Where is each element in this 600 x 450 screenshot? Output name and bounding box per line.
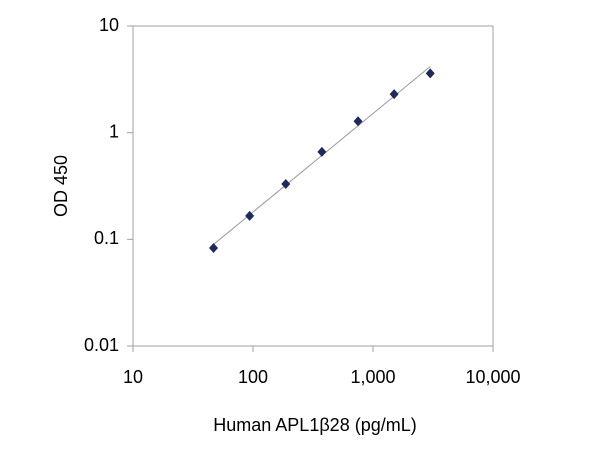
x-tick-label: 10	[123, 367, 143, 387]
x-tick-label: 100	[238, 367, 268, 387]
y-tick-label: 0.1	[94, 228, 119, 248]
point	[425, 68, 435, 79]
y-axis-label: OD 450	[51, 155, 71, 217]
point	[317, 146, 327, 157]
point	[281, 179, 291, 190]
point	[245, 210, 255, 221]
point	[353, 116, 363, 127]
plot-frame	[132, 25, 494, 347]
x-axis-label: Human APL1β28 (pg/mL)	[213, 415, 416, 435]
y-tick-label: 10	[99, 15, 119, 35]
point	[389, 89, 399, 100]
y-tick-label: 1	[109, 121, 119, 141]
x-tick-label: 10,000	[465, 367, 520, 387]
x-tick-label: 1,000	[350, 367, 395, 387]
y-tick-label: 0.01	[84, 335, 119, 355]
point	[209, 242, 219, 253]
